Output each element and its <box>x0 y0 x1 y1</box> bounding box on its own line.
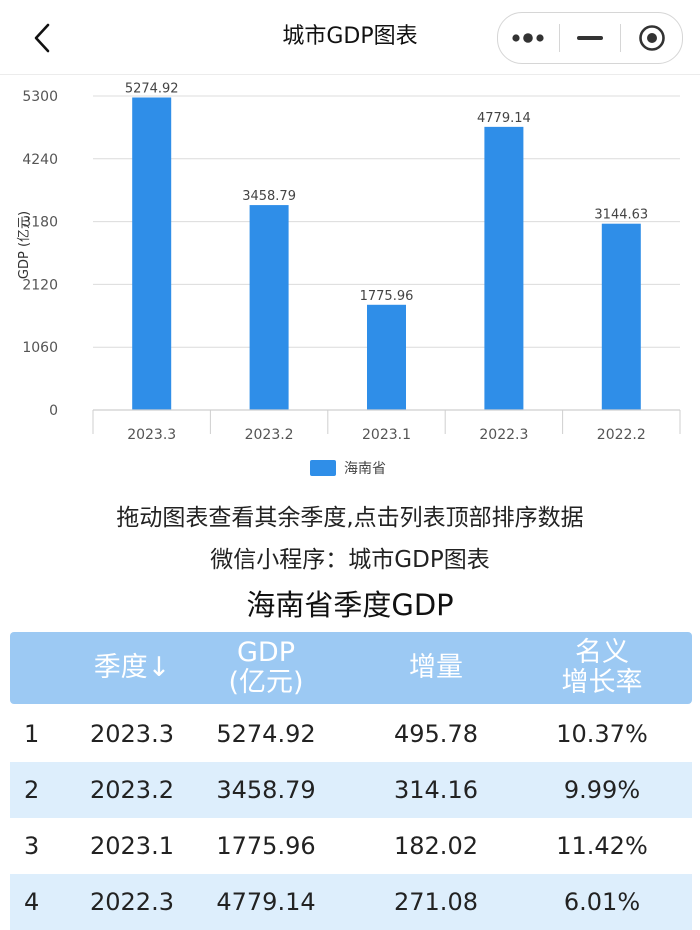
cell-growth-rate: 9.99% <box>563 776 641 804</box>
bar <box>601 223 641 410</box>
more-dots-icon <box>512 33 544 43</box>
column-header-label: 季度↓ <box>93 652 171 683</box>
table-row[interactable]: 2 2023.2 3458.79 314.16 9.99% <box>10 762 692 818</box>
cell-increase: 182.02 <box>394 832 478 860</box>
cell-growth-rate: 6.01% <box>563 888 641 916</box>
legend-label: 海南省 <box>344 461 386 477</box>
column-header-gdp[interactable]: GDP (亿元) <box>196 632 336 704</box>
data-label: 3144.63 <box>594 208 648 223</box>
data-label: 3458.79 <box>242 189 296 204</box>
cell-quarter: 2022.3 <box>90 888 174 916</box>
page-title: 城市GDP图表 <box>282 24 418 49</box>
y-tick-label: 3180 <box>22 215 58 231</box>
x-tick-label: 2022.2 <box>597 427 646 443</box>
cell-increase: 495.78 <box>394 720 478 748</box>
cell-increase: 314.16 <box>394 776 478 804</box>
column-header-increase[interactable]: 增量 <box>366 632 506 704</box>
y-tick-label: 1060 <box>22 340 58 356</box>
cell-increase: 271.08 <box>394 888 478 916</box>
column-header-label: 增量 <box>409 652 463 683</box>
bars <box>132 97 641 411</box>
cell-gdp: 1775.96 <box>216 832 316 860</box>
close-button[interactable] <box>621 13 682 63</box>
column-header-growth-rate[interactable]: 名义 增长率 <box>532 632 672 704</box>
row-index: 3 <box>24 832 40 860</box>
minimize-button[interactable] <box>560 13 621 63</box>
row-index: 2 <box>24 776 40 804</box>
legend-swatch <box>310 460 336 476</box>
gdp-bar-chart[interactable]: 0 1060 2120 3180 4240 5300 5274.92 2023.3 3458.7… <box>0 74 700 494</box>
cell-growth-rate: 10.37% <box>556 720 648 748</box>
table-title: 海南省季度GDP <box>246 588 454 622</box>
table-row[interactable]: 1 2023.3 5274.92 495.78 10.37% <box>10 706 692 762</box>
column-header-quarter[interactable]: 季度↓ <box>62 632 202 704</box>
tick-labels: 0 1060 2120 3180 4240 5300 5274.92 2023.3 3458.7… <box>22 81 648 443</box>
y-tick-label: 4240 <box>22 152 58 168</box>
cell-growth-rate: 11.42% <box>556 832 648 860</box>
y-tick-label: 0 <box>49 403 58 419</box>
minus-icon <box>577 36 603 40</box>
bar <box>367 304 406 410</box>
data-label: 1775.96 <box>360 289 414 304</box>
chevron-left-icon <box>34 23 50 53</box>
back-button[interactable] <box>24 18 60 58</box>
x-axis <box>92 409 681 434</box>
table-row[interactable]: 3 2023.1 1775.96 182.02 11.42% <box>10 818 692 874</box>
y-tick-label: 5300 <box>22 89 58 105</box>
column-header-label: 名义 <box>575 637 629 668</box>
row-index: 4 <box>24 888 40 916</box>
bar <box>484 126 524 411</box>
cell-gdp: 5274.92 <box>216 720 316 748</box>
x-tick-label: 2023.1 <box>362 427 411 443</box>
y-tick-label: 2120 <box>22 277 58 293</box>
instruction-text: 拖动图表查看其余季度,点击列表顶部排序数据 <box>116 505 584 531</box>
menu-capsule <box>497 12 683 64</box>
column-header-unit: (亿元) <box>228 667 304 698</box>
nav-bar: 城市GDP图表 <box>0 0 700 75</box>
table-header: 季度↓ GDP (亿元) 增量 名义 增长率 <box>10 632 692 704</box>
cell-gdp: 3458.79 <box>216 776 316 804</box>
x-tick-label: 2023.3 <box>127 427 176 443</box>
capsule-divider <box>620 24 622 52</box>
more-button[interactable] <box>498 13 559 63</box>
cell-quarter: 2023.1 <box>90 832 174 860</box>
x-tick-label: 2023.2 <box>245 427 294 443</box>
x-tick-label: 2022.3 <box>479 427 528 443</box>
y-axis-label: GDP (亿元) <box>17 211 32 279</box>
chart-canvas[interactable]: 0 1060 2120 3180 4240 5300 5274.92 2023.3 3458.7… <box>0 74 700 494</box>
target-circle-icon <box>638 25 665 51</box>
bar <box>249 205 289 410</box>
data-label: 5274.92 <box>125 81 179 96</box>
miniprogram-text: 微信小程序：城市GDP图表 <box>210 547 490 573</box>
cell-quarter: 2023.3 <box>90 720 174 748</box>
data-label: 4779.14 <box>477 111 531 126</box>
column-header-label: 增长率 <box>561 667 643 698</box>
cell-quarter: 2023.2 <box>90 776 174 804</box>
row-index: 1 <box>24 720 40 748</box>
table-row[interactable]: 4 2022.3 4779.14 271.08 6.01% <box>10 874 692 930</box>
bar <box>132 97 172 410</box>
cell-gdp: 4779.14 <box>216 888 316 916</box>
column-header-label: GDP <box>237 637 295 668</box>
capsule-divider <box>558 24 560 52</box>
chart-legend[interactable]: 海南省 <box>310 458 386 478</box>
